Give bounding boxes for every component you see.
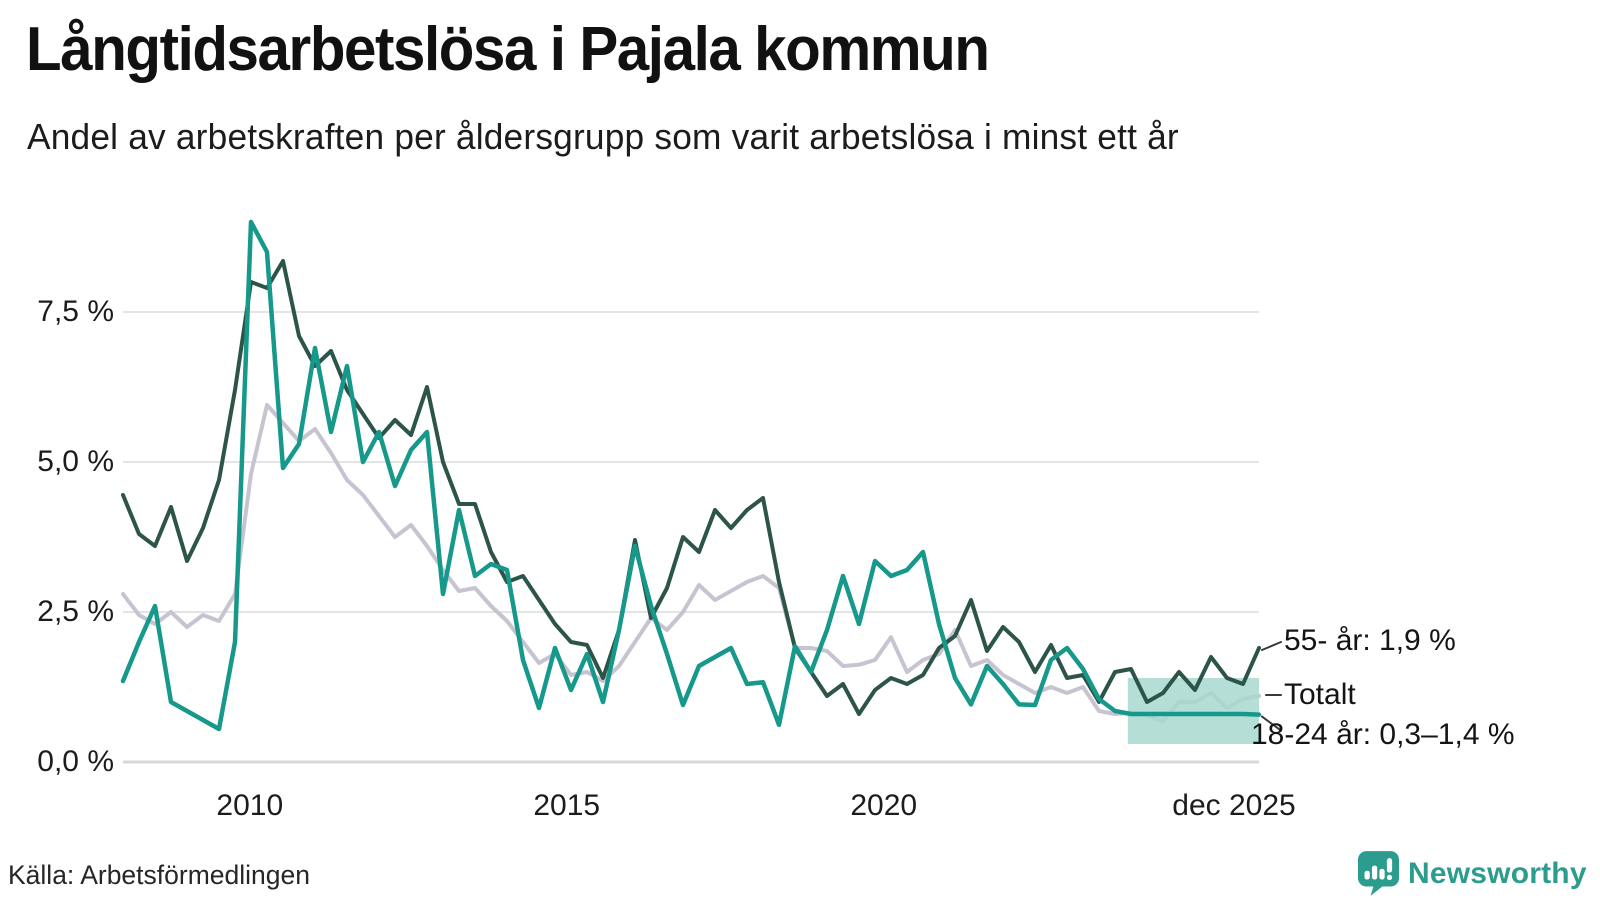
page-subtitle: Andel av arbetskraften per åldersgrupp s…: [27, 116, 1179, 157]
source-note: Källa: Arbetsförmedlingen: [8, 860, 310, 890]
x-tick-label: 2010: [216, 789, 284, 822]
page-title: Långtidsarbetslösa i Pajala kommun: [26, 15, 990, 84]
series-line-totalt: [121, 403, 1261, 724]
brand-name: Newsworthy: [1408, 856, 1587, 890]
annotation-series-18-24: 18-24 år: 0,3–1,4 %: [1251, 717, 1515, 751]
newsworthy-logo-icon: [1358, 851, 1399, 896]
y-tick-label: 7,5 %: [37, 295, 114, 328]
annotation-series-55: 55- år: 1,9 %: [1284, 624, 1456, 657]
x-tick-label: 2015: [533, 789, 601, 822]
x-tick-label: 2020: [850, 789, 918, 822]
y-tick-label: 2,5 %: [37, 595, 114, 628]
connector-18-24: [1261, 715, 1282, 732]
brand-lockup: Newsworthy: [1358, 851, 1587, 896]
annotation-series-total: Totalt: [1284, 678, 1356, 711]
y-tick-label: 0,0 %: [37, 745, 114, 778]
series-line-55: [121, 259, 1261, 716]
series-line-18-24: [120, 219, 1262, 732]
y-tick-label: 5,0 %: [37, 445, 114, 478]
x-tick-label: dec 2025: [1172, 789, 1296, 822]
connector-55: [1261, 641, 1282, 651]
